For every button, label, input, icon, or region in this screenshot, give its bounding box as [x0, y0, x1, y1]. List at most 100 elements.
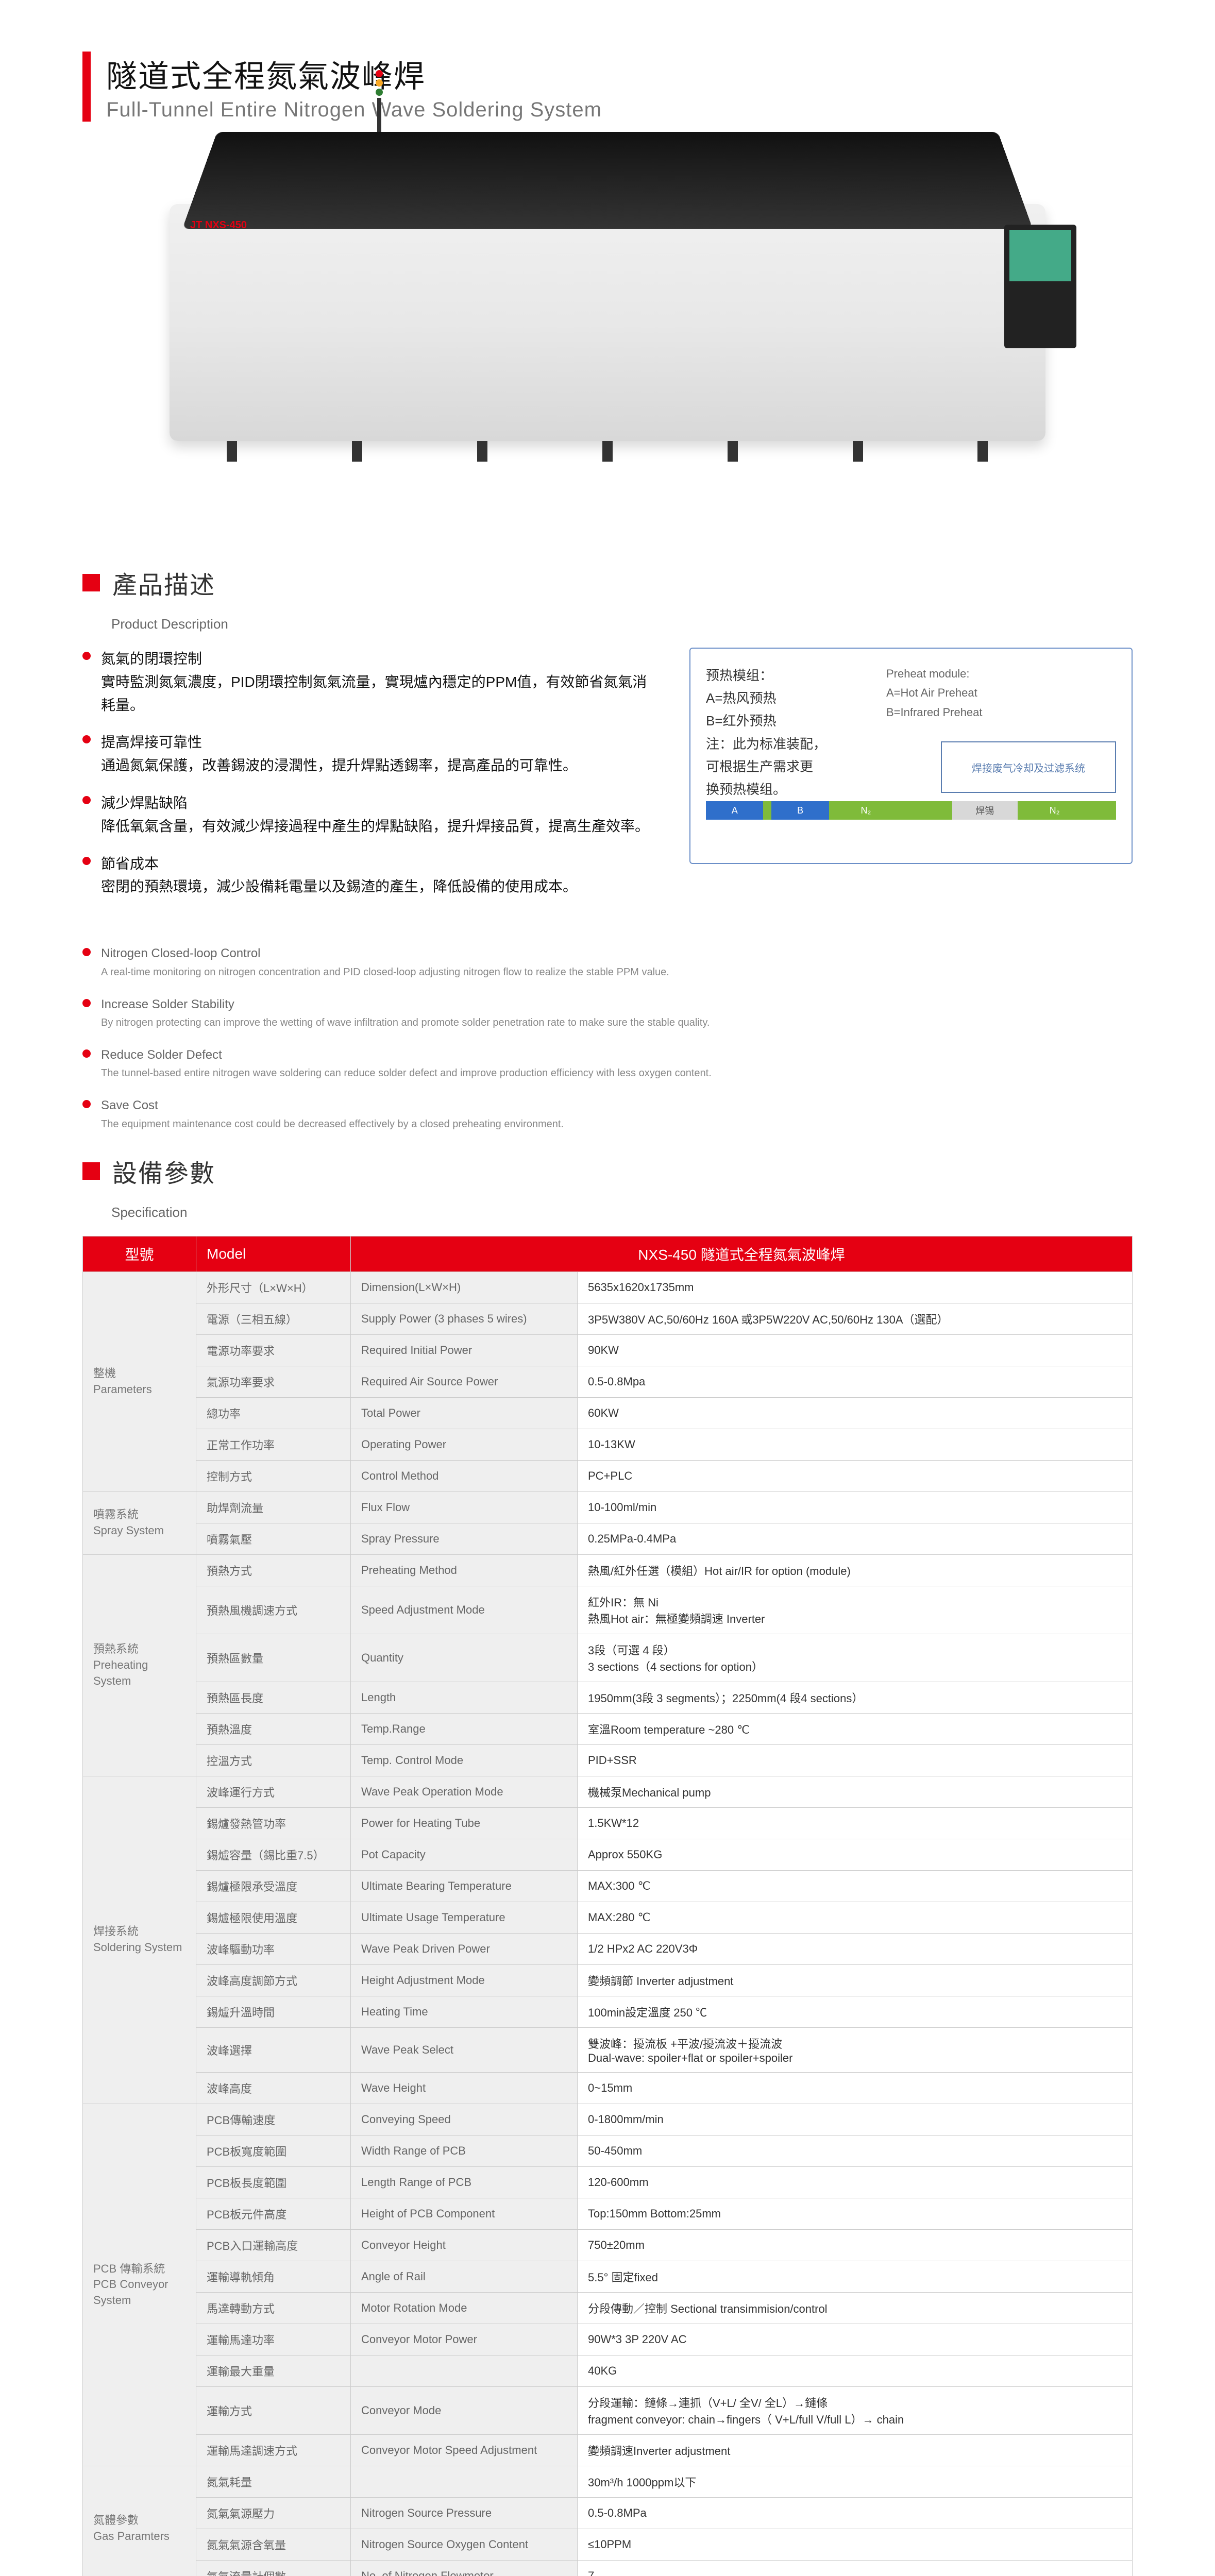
label-cell-zh: 運輸導軌傾角 — [196, 2261, 351, 2292]
label-cell-zh: 氮氣耗量 — [196, 2466, 351, 2497]
section-spec-zh: 設備參數 — [112, 1153, 215, 1189]
desc-bullet: 氮氣的閉環控制實時監測氮氣濃度，PID閉環控制氮氣流量，實現爐內穩定的PPM值，… — [82, 648, 659, 717]
label-cell-zh: PCB板長度範圍 — [196, 2166, 351, 2198]
hdr-model-zh: 型號 — [83, 1236, 196, 1272]
bullet-body: By nitrogen protecting can improve the w… — [101, 1014, 710, 1031]
label-cell-zh: 錫爐容量（錫比重7.5） — [196, 1839, 351, 1870]
label-cell-en: Supply Power (3 phases 5 wires) — [351, 1303, 578, 1334]
bullet-title: Increase Solder Stability — [101, 995, 710, 1014]
label-cell-en: Conveyor Mode — [351, 2386, 578, 2434]
value-cell: 0~15mm — [578, 2072, 1133, 2104]
table-row: 錫爐發熱管功率Power for Heating Tube1.5KW*12 — [83, 1807, 1133, 1839]
machine-model-label: JT NXS-450 — [190, 219, 247, 231]
label-cell-zh: 運輸馬達調速方式 — [196, 2434, 351, 2466]
table-row: 氮氣氣源壓力Nitrogen Source Pressure0.5-0.8MPa — [83, 2497, 1133, 2529]
value-cell: 7 — [578, 2560, 1133, 2576]
bullet-body: 密閉的預熱環境，減少設備耗電量以及錫渣的產生，降低設備的使用成本。 — [101, 875, 577, 899]
value-cell: 120-600mm — [578, 2166, 1133, 2198]
table-row: 錫爐極限使用溫度Ultimate Usage TemperatureMAX:28… — [83, 1902, 1133, 1933]
value-cell: 10-100ml/min — [578, 1492, 1133, 1523]
red-square-icon — [82, 1162, 100, 1180]
table-row: PCB入口運輸高度Conveyor Height750±20mm — [83, 2229, 1133, 2261]
value-cell: 變頻調節 Inverter adjustment — [578, 1964, 1133, 1996]
bullet-body: 通過氮氣保護，改善錫波的浸潤性，提升焊點透錫率，提高產品的可靠性。 — [101, 754, 577, 777]
title-zh: 隧道式全程氮氣波峰焊 — [106, 52, 1133, 96]
bullet-icon — [82, 1049, 91, 1058]
value-cell: 紅外IR：無 Ni熱風Hot air：無極變頻調速 Inverter — [578, 1586, 1133, 1634]
value-cell: 90KW — [578, 1334, 1133, 1366]
label-cell-zh: 氣源功率要求 — [196, 1366, 351, 1397]
value-cell: 3段（可選 4 段）3 sections（4 sections for opti… — [578, 1634, 1133, 1682]
value-cell: MAX:300 ℃ — [578, 1870, 1133, 1902]
bullet-icon — [82, 652, 91, 660]
value-cell: 0.5-0.8MPa — [578, 2497, 1133, 2529]
label-cell-zh: 電源功率要求 — [196, 1334, 351, 1366]
label-cell-en: Wave Height — [351, 2072, 578, 2104]
table-row: 運輸方式Conveyor Mode分段運輸：鏈條→連抓（V+L/ 全V/ 全L）… — [83, 2386, 1133, 2434]
label-cell-zh: 錫爐升溫時間 — [196, 1996, 351, 2027]
hero-image: JT NXS-450 — [82, 142, 1133, 503]
bullet-icon — [82, 857, 91, 865]
label-cell-en: Quantity — [351, 1634, 578, 1682]
label-cell-en: Required Air Source Power — [351, 1366, 578, 1397]
bullet-title: 節省成本 — [101, 853, 577, 876]
label-cell-zh: PCB板寬度範圍 — [196, 2135, 351, 2166]
table-row: 波峰高度Wave Height0~15mm — [83, 2072, 1133, 2104]
value-cell: 0.5-0.8Mpa — [578, 1366, 1133, 1397]
bullet-icon — [82, 999, 91, 1007]
group-cell: 焊接系統Soldering System — [83, 1776, 196, 2104]
value-cell: 60KW — [578, 1397, 1133, 1429]
value-cell: 室溫Room temperature ~280 ℃ — [578, 1713, 1133, 1744]
table-row: 運輸馬達功率Conveyor Motor Power90W*3 3P 220V … — [83, 2324, 1133, 2355]
bullet-icon — [82, 948, 91, 956]
desc-en-list: Nitrogen Closed-loop ControlA real-time … — [82, 944, 1133, 1132]
value-cell: 750±20mm — [578, 2229, 1133, 2261]
label-cell-en: Pot Capacity — [351, 1839, 578, 1870]
label-cell-en: Conveyor Motor Power — [351, 2324, 578, 2355]
value-cell: Approx 550KG — [578, 1839, 1133, 1870]
label-cell-en — [351, 2466, 578, 2497]
value-cell: 1/2 HPx2 AC 220V3Φ — [578, 1933, 1133, 1964]
table-row: 焊接系統Soldering System波峰運行方式Wave Peak Oper… — [83, 1776, 1133, 1807]
group-cell: 氮體參數Gas Paramters — [83, 2466, 196, 2576]
label-cell-zh: 錫爐極限使用溫度 — [196, 1902, 351, 1933]
table-row: 總功率Total Power60KW — [83, 1397, 1133, 1429]
label-cell-zh: 波峰選擇 — [196, 2027, 351, 2072]
label-cell-en: Heating Time — [351, 1996, 578, 2027]
label-cell-zh: 馬達轉動方式 — [196, 2292, 351, 2324]
label-cell-en: Operating Power — [351, 1429, 578, 1460]
value-cell: 雙波峰：擾流板 +平波/擾流波＋擾流波Dual-wave: spoiler+fl… — [578, 2027, 1133, 2072]
label-cell-zh: PCB入口運輸高度 — [196, 2229, 351, 2261]
value-cell: 變頻調速Inverter adjustment — [578, 2434, 1133, 2466]
label-cell-zh: 波峰高度 — [196, 2072, 351, 2104]
table-row: 控制方式Control MethodPC+PLC — [83, 1460, 1133, 1492]
table-row: 正常工作功率Operating Power10-13KW — [83, 1429, 1133, 1460]
bullet-icon — [82, 796, 91, 804]
table-row: 氣源功率要求Required Air Source Power0.5-0.8Mp… — [83, 1366, 1133, 1397]
label-cell-zh: PCB板元件高度 — [196, 2198, 351, 2229]
table-row: 電源（三相五線）Supply Power (3 phases 5 wires)3… — [83, 1303, 1133, 1334]
label-cell-zh: 預熱風機調速方式 — [196, 1586, 351, 1634]
bullet-title: Reduce Solder Defect — [101, 1045, 712, 1065]
group-cell: 噴霧系統Spray System — [83, 1492, 196, 1554]
value-cell: 100min設定溫度 250 ℃ — [578, 1996, 1133, 2027]
table-row: 電源功率要求Required Initial Power90KW — [83, 1334, 1133, 1366]
value-cell: 90W*3 3P 220V AC — [578, 2324, 1133, 2355]
label-cell-en: Power for Heating Tube — [351, 1807, 578, 1839]
label-cell-zh: 預熱方式 — [196, 1554, 351, 1586]
label-cell-zh: 運輸最大重量 — [196, 2355, 351, 2386]
value-cell: 3P5W380V AC,50/60Hz 160A 或3P5W220V AC,50… — [578, 1303, 1133, 1334]
value-cell: 1950mm(3段 3 segments）；2250mm(4 段4 sectio… — [578, 1682, 1133, 1713]
bullet-body: The tunnel-based entire nitrogen wave so… — [101, 1065, 712, 1081]
bullet-title: Nitrogen Closed-loop Control — [101, 944, 669, 963]
table-row: 運輸馬達調速方式Conveyor Motor Speed Adjustment變… — [83, 2434, 1133, 2466]
page-title-bar: 隧道式全程氮氣波峰焊 Full-Tunnel Entire Nitrogen W… — [82, 52, 1133, 122]
label-cell-en: Wave Peak Select — [351, 2027, 578, 2072]
desc-bullet-en: Save CostThe equipment maintenance cost … — [82, 1096, 1133, 1132]
bullet-title: Save Cost — [101, 1096, 564, 1115]
value-cell: 分段運輸：鏈條→連抓（V+L/ 全V/ 全L）→鏈條fragment conve… — [578, 2386, 1133, 2434]
table-row: 波峰高度調節方式Height Adjustment Mode變頻調節 Inver… — [83, 1964, 1133, 1996]
bullet-title: 減少焊點缺陷 — [101, 792, 649, 815]
table-row: 波峰選擇Wave Peak Select雙波峰：擾流板 +平波/擾流波＋擾流波D… — [83, 2027, 1133, 2072]
value-cell: Top:150mm Bottom:25mm — [578, 2198, 1133, 2229]
